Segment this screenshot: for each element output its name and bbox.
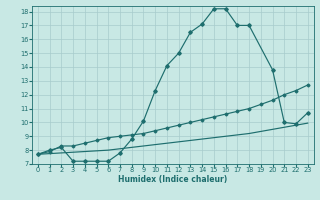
X-axis label: Humidex (Indice chaleur): Humidex (Indice chaleur) xyxy=(118,175,228,184)
